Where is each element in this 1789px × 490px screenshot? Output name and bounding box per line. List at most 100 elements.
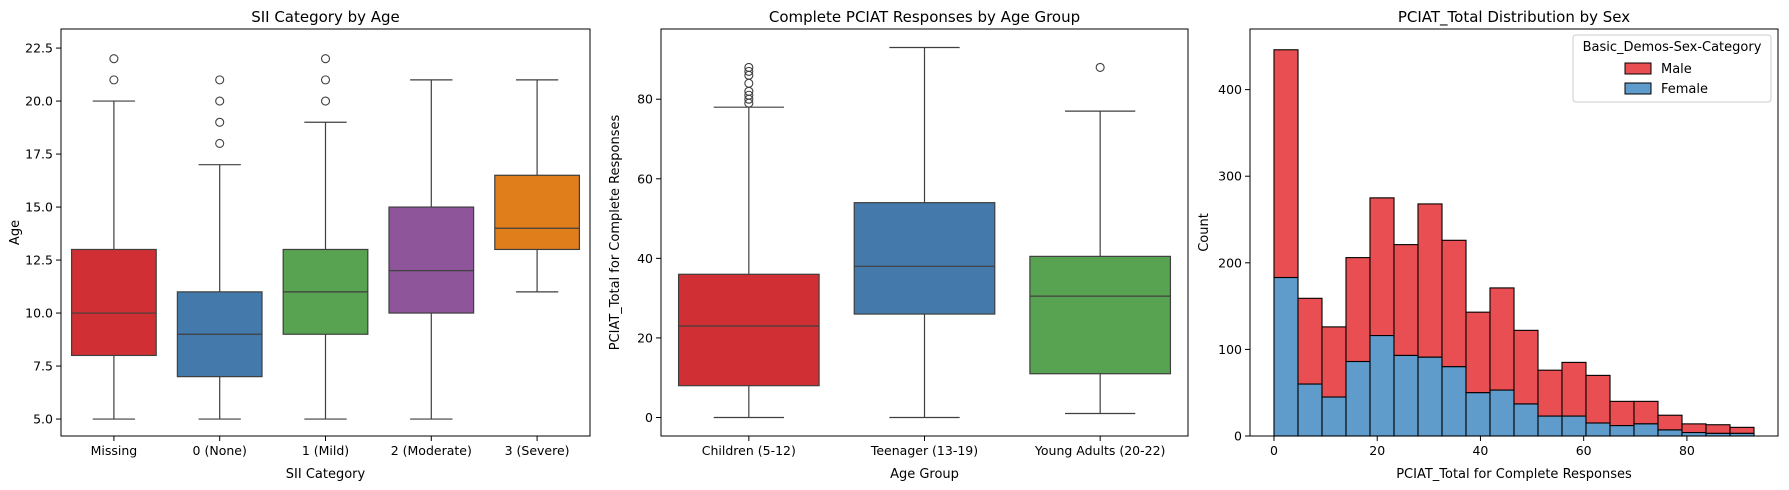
bar-male [1369, 197, 1395, 337]
bar-female [1369, 334, 1395, 437]
y-tick-label: 20.0 [25, 94, 53, 109]
y-tick-label: 7.5 [33, 359, 53, 374]
y-tick-label: 10.0 [25, 306, 53, 321]
box-body [388, 206, 475, 314]
x-tick-label: 20 [1369, 443, 1385, 458]
box-4 [388, 79, 475, 420]
y-tick-label: 20 [637, 330, 653, 345]
bar-male [1681, 423, 1707, 434]
outlier-point [109, 75, 119, 85]
outlier-point [215, 75, 225, 85]
bar-male [1465, 311, 1491, 394]
outlier-point [320, 54, 331, 64]
bar-male [1441, 239, 1467, 368]
x-tick-label: Children (5-12) [702, 443, 796, 458]
y-tick-label: 0 [1234, 429, 1242, 444]
bar-male [1729, 426, 1755, 434]
bar-female [1489, 389, 1515, 437]
legend-swatch [1624, 82, 1652, 95]
x-tick-label: 60 [1576, 443, 1592, 458]
y-tick-label: 300 [1218, 169, 1242, 184]
bar-male [1417, 203, 1443, 358]
bar-male [1513, 329, 1539, 405]
x-axis-label: Age Group [890, 467, 959, 482]
bar-female [1297, 383, 1323, 437]
y-tick-label: 100 [1218, 342, 1242, 357]
legend-box [1572, 34, 1772, 103]
bar-female [1657, 429, 1683, 437]
legend-swatch [1624, 62, 1652, 75]
box-body [70, 248, 157, 357]
box-5 [494, 79, 581, 293]
outlier-point [744, 62, 754, 72]
legend-title: Basic_Demos-Sex-Category [1583, 40, 1762, 55]
box-body [677, 273, 820, 387]
plot-frame [60, 28, 591, 437]
y-axis-label: PCIAT_Total for Complete Responses [608, 114, 623, 350]
plot-frame [1249, 28, 1779, 437]
y-tick-label: 17.5 [25, 147, 53, 162]
box-1 [70, 54, 157, 420]
panel-2: Complete PCIAT Responses by Age Group Age… [608, 8, 1189, 482]
x-tick-label: Missing [91, 443, 138, 458]
x-tick-label: 0 [1270, 443, 1278, 458]
outlier-point [215, 96, 225, 106]
x-tick-label: 1 (Mild) [302, 443, 349, 458]
y-tick-label: 12.5 [25, 253, 53, 268]
x-tick-label: 80 [1679, 443, 1695, 458]
x-tick-label: Teenager (13-19) [870, 443, 978, 458]
box-3 [1029, 62, 1172, 415]
y-tick-label: 0 [645, 410, 653, 425]
bar-female [1345, 360, 1371, 437]
outlier-point [109, 54, 119, 64]
bar-male [1321, 326, 1347, 398]
bar-male [1633, 400, 1659, 425]
box-2 [176, 75, 263, 420]
legend-label: Male [1661, 62, 1692, 77]
legend-label: Female [1661, 82, 1708, 97]
bar-female [1441, 366, 1467, 437]
bar-female [1537, 415, 1563, 437]
box-body [853, 202, 996, 315]
bar-female [1321, 396, 1347, 437]
bar-male [1537, 369, 1563, 417]
bar-female [1609, 425, 1635, 437]
y-axis-label: Age [8, 220, 23, 245]
outlier-point [215, 138, 225, 149]
box-1 [677, 62, 820, 419]
bar-male [1489, 287, 1515, 391]
bar-female [1417, 356, 1443, 437]
box-body [494, 174, 581, 251]
y-tick-label: 400 [1218, 82, 1242, 97]
bar-male [1657, 414, 1683, 431]
bar-male [1345, 257, 1371, 363]
chart-title: Complete PCIAT Responses by Age Group [769, 8, 1080, 26]
bar-male [1585, 374, 1611, 424]
x-axis-label: SII Category [286, 467, 366, 482]
outlier-point [320, 96, 331, 106]
x-tick-label: 2 (Moderate) [391, 443, 472, 458]
x-tick-label: 3 (Severe) [505, 443, 570, 458]
box-3 [282, 54, 369, 420]
bar-female [1681, 431, 1707, 437]
bar-male [1393, 244, 1419, 357]
outlier-point [1095, 62, 1105, 72]
y-tick-label: 22.5 [25, 41, 53, 56]
bar-female [1513, 403, 1539, 437]
bar-male [1609, 400, 1635, 427]
x-tick-label: 0 (None) [193, 443, 247, 458]
outlier-point [744, 78, 754, 88]
bar-female [1585, 422, 1611, 437]
y-tick-label: 200 [1218, 255, 1242, 270]
bar-male [1561, 361, 1587, 417]
outlier-point [215, 117, 225, 127]
y-tick-label: 40 [637, 251, 653, 266]
outlier-point [320, 75, 331, 85]
y-tick-label: 80 [637, 92, 653, 107]
outlier-point [744, 90, 754, 100]
panel-3: PCIAT_Total Distribution by Sex PCIAT_Tot… [1197, 8, 1779, 482]
bar-female [1465, 392, 1491, 437]
x-tick-label: 40 [1472, 443, 1488, 458]
box-body [1029, 255, 1172, 375]
